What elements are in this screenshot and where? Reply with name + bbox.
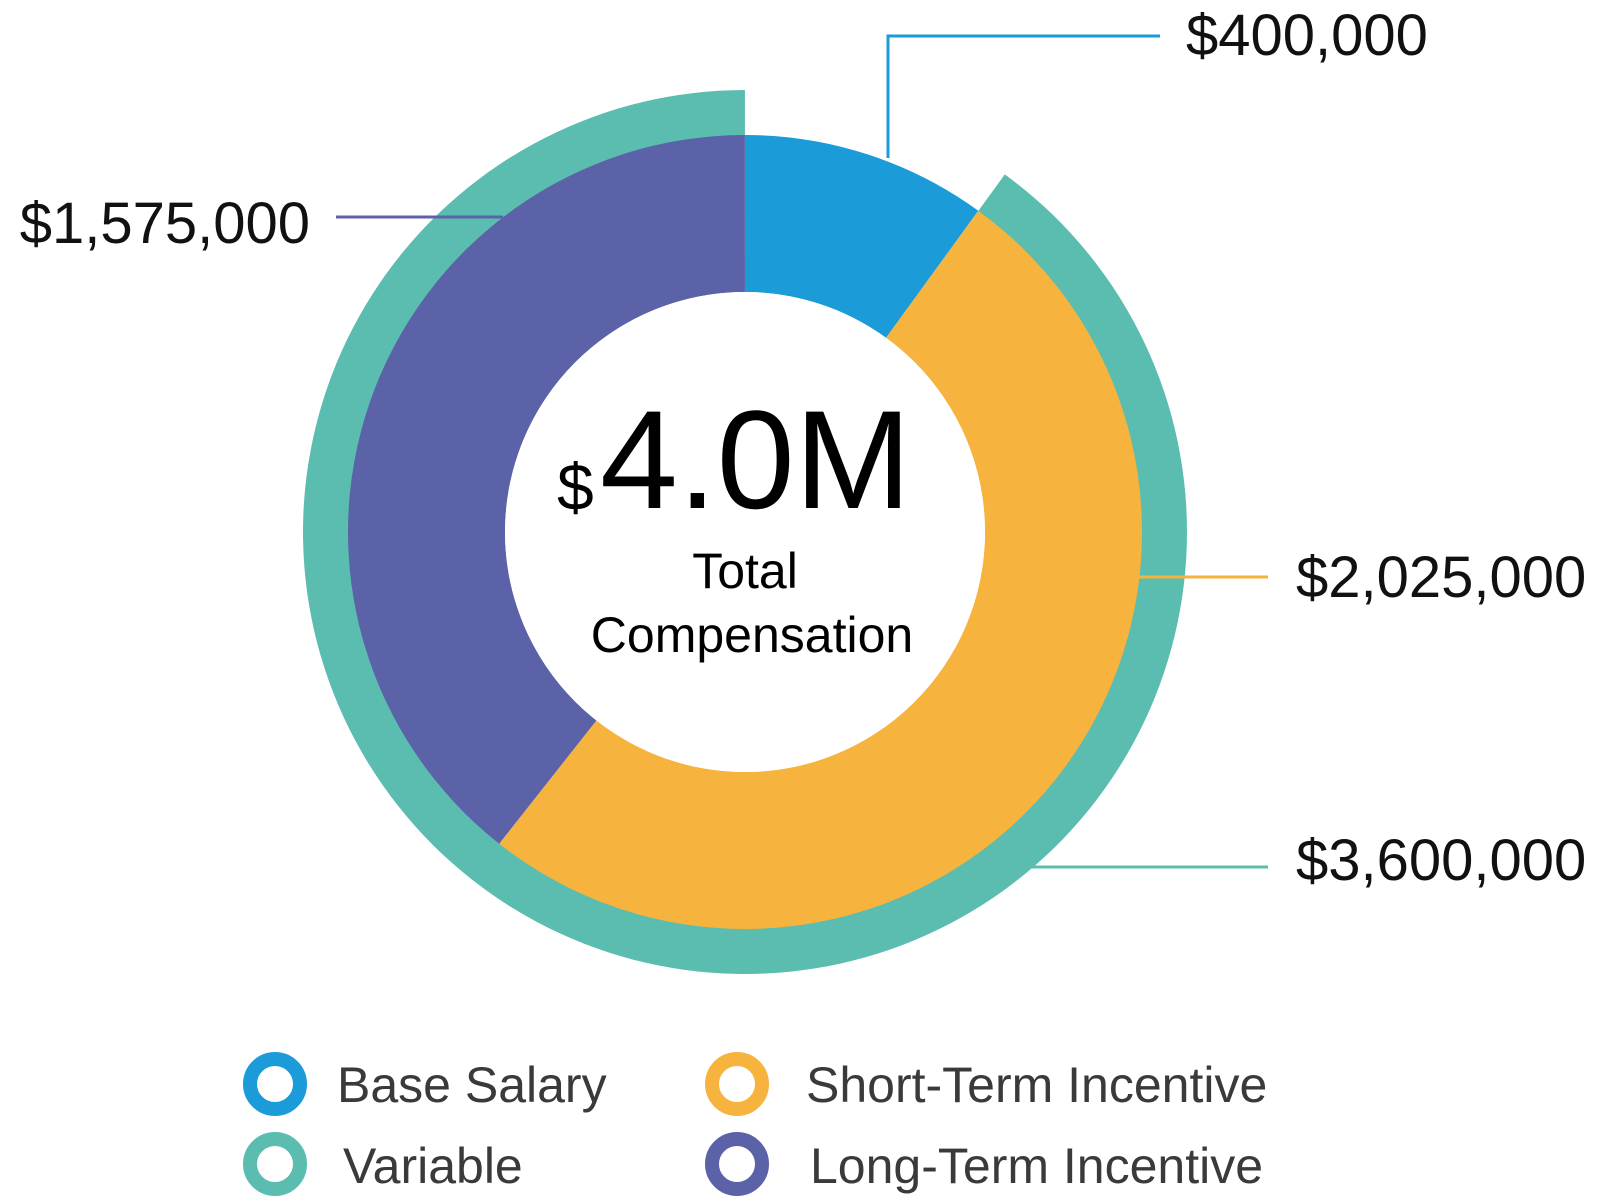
center-label-line2: Compensation bbox=[591, 607, 913, 663]
label-base-salary: $400,000 bbox=[1186, 3, 1428, 68]
legend-marker-variable bbox=[243, 1132, 307, 1196]
legend-marker-short-term-incentive bbox=[705, 1052, 769, 1116]
slice-base-salary bbox=[745, 135, 979, 338]
label-short-term-incentive: $2,025,000 bbox=[1296, 545, 1586, 610]
center-label-line1: Total bbox=[692, 543, 798, 599]
legend: Base Salary Short-Term Incentive Variabl… bbox=[243, 1052, 1267, 1196]
legend-marker-long-term-incentive bbox=[705, 1132, 769, 1196]
leader-base-salary bbox=[886, 34, 1160, 158]
legend-label-long-term-incentive: Long-Term Incentive bbox=[810, 1138, 1263, 1194]
donut-center-hole bbox=[505, 292, 985, 772]
legend-label-short-term-incentive: Short-Term Incentive bbox=[806, 1057, 1267, 1113]
legend-label-variable: Variable bbox=[343, 1138, 523, 1194]
center-currency-symbol: $ bbox=[557, 450, 594, 524]
slice-long-term-incentive bbox=[348, 135, 745, 844]
label-long-term-incentive: $1,575,000 bbox=[20, 191, 310, 256]
label-variable: $3,600,000 bbox=[1296, 828, 1586, 893]
center-total-amount: 4.0M bbox=[600, 381, 911, 538]
slice-short-term-incentive bbox=[499, 210, 1142, 929]
donut-rings bbox=[303, 90, 1188, 975]
legend-marker-base-salary bbox=[243, 1052, 307, 1116]
legend-label-base-salary: Base Salary bbox=[337, 1057, 607, 1113]
leader-lines bbox=[336, 34, 1268, 869]
